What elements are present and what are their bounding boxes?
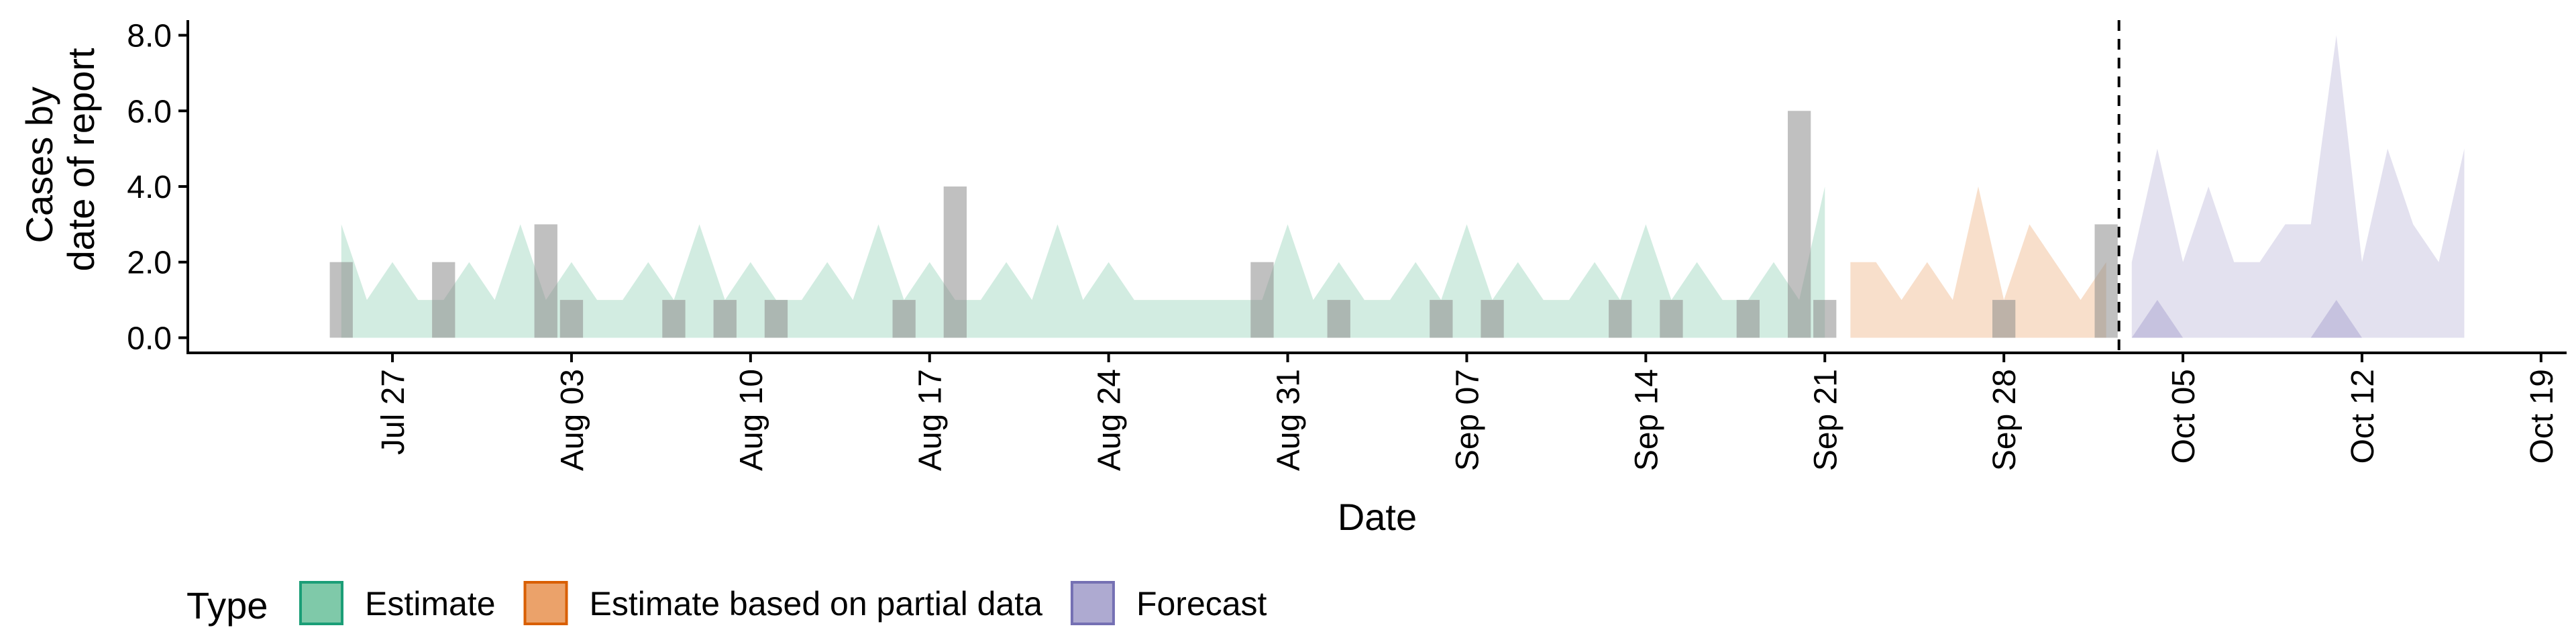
reported-cases-bar — [432, 262, 455, 338]
x-axis-ticks: Jul 27 Aug 03 Aug 10 Aug 17 Aug 24 Aug 31 Sep … — [376, 353, 2560, 471]
y-tick-label: 6.0 — [127, 94, 172, 129]
x-tick-label: Aug 10 — [734, 369, 769, 471]
reported-cases-bar — [1481, 300, 1504, 338]
reported-cases-bar — [1660, 300, 1683, 338]
legend-label: Forecast — [1136, 585, 1267, 623]
reported-cases-bar — [1992, 300, 2016, 338]
x-tick-label: Oct 12 — [2345, 369, 2381, 464]
legend-swatch — [523, 581, 568, 625]
forecast-inner-area — [2131, 300, 2465, 338]
x-tick-label: Sep 14 — [1629, 369, 1664, 471]
reported-cases-bar — [1430, 300, 1453, 338]
reported-cases-bar — [892, 300, 916, 338]
x-tick-label: Aug 31 — [1271, 369, 1307, 471]
legend-label: Estimate — [365, 585, 496, 623]
x-tick-label: Sep 07 — [1450, 369, 1485, 471]
legend-item: Estimate — [299, 581, 496, 625]
x-axis-title: Date — [1338, 496, 1417, 538]
estimate-based-on-partial-data-outer-area — [1850, 186, 2106, 338]
reported-cases-bar — [1250, 262, 1274, 338]
forecast-outer-area — [2131, 35, 2465, 338]
x-tick-label: Oct 05 — [2166, 369, 2202, 464]
y-axis-title: Cases by date of report — [18, 48, 102, 272]
x-tick-label: Sep 21 — [1808, 369, 1843, 471]
y-tick-label: 0.0 — [127, 321, 172, 356]
x-tick-label: Jul 27 — [376, 369, 411, 455]
legend-swatch — [299, 581, 343, 625]
reported-cases-bar — [1813, 300, 1837, 338]
estimate-bands — [341, 35, 2465, 338]
reported-cases-bar — [1327, 300, 1350, 338]
reported-cases-bar — [329, 262, 353, 338]
legend-title: Type — [186, 584, 268, 627]
reported-cases-bar — [534, 224, 557, 338]
x-tick-label: Aug 03 — [555, 369, 590, 471]
legend-item: Forecast — [1070, 581, 1267, 625]
x-tick-label: Oct 19 — [2524, 369, 2560, 464]
legend-items: Estimate Estimate based on partial data Fo… — [299, 581, 1267, 625]
y-axis-title-line-1: Cases by — [18, 87, 60, 243]
reported-cases-bar — [662, 300, 686, 338]
reported-cases-bar — [713, 300, 737, 338]
y-axis-title-line-2: date of report — [60, 48, 102, 272]
reported-cases-bars — [329, 111, 2118, 338]
x-tick-label: Sep 28 — [1987, 369, 2023, 471]
y-tick-label: 4.0 — [127, 170, 172, 205]
reported-cases-bar — [764, 300, 788, 338]
y-tick-label: 2.0 — [127, 246, 172, 281]
legend-swatch — [1070, 581, 1115, 625]
reported-cases-bar — [1788, 111, 1811, 338]
x-tick-label: Aug 17 — [913, 369, 949, 471]
x-tick-label: Aug 24 — [1092, 369, 1128, 471]
estimate-outer-area — [341, 186, 1825, 338]
legend-item: Estimate based on partial data — [523, 581, 1043, 625]
reported-cases-bar — [559, 300, 584, 338]
legend-label: Estimate based on partial data — [590, 585, 1043, 623]
y-axis-ticks: 0.0 2.0 4.0 6.0 8.0 — [127, 19, 188, 356]
y-tick-label: 8.0 — [127, 19, 172, 54]
reported-cases-bar — [2094, 224, 2118, 338]
reported-cases-bar — [943, 186, 967, 338]
legend: Type Estimate Estimate based on partial d… — [186, 581, 1267, 627]
reported-cases-bar — [1736, 300, 1760, 338]
reported-cases-bar — [1609, 300, 1632, 338]
